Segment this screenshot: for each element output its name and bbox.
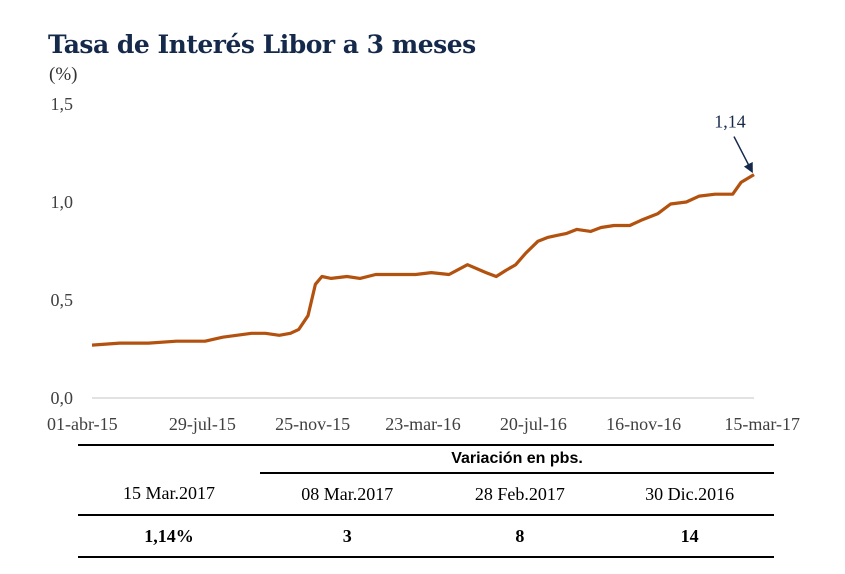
value-var-1: 3 <box>260 515 435 558</box>
y-tick-label: 0,0 <box>51 388 74 408</box>
x-tick-label: 23-mar-16 <box>385 414 461 434</box>
value-current-rate: 1,14% <box>78 515 260 558</box>
series-line <box>91 173 755 347</box>
x-tick-label: 01-abr-15 <box>47 414 118 434</box>
table-top-rule <box>78 444 774 446</box>
annotation-label: 1,14 <box>714 112 746 132</box>
y-tick-label: 1,0 <box>51 192 74 212</box>
annotation-arrow <box>733 136 753 174</box>
x-tick-label: 25-nov-15 <box>275 414 350 434</box>
line-chart: 0,0 0,5 1,0 1,5 01-abr-15 29-jul-15 25-nov-15… <box>47 94 800 434</box>
col-date-current: 15 Mar.2017 <box>78 473 260 516</box>
x-tick-label: 20-jul-16 <box>500 414 567 434</box>
y-tick-label: 1,5 <box>51 94 74 114</box>
col-date-1: 08 Mar.2017 <box>260 473 435 516</box>
x-tick-label: 16-nov-16 <box>606 414 681 434</box>
value-var-3: 14 <box>605 515 774 558</box>
x-tick-label: 15-mar-17 <box>724 414 800 434</box>
col-date-2: 28 Feb.2017 <box>434 473 606 516</box>
variation-header: Variación en pbs. <box>260 446 774 474</box>
y-axis-unit: (%) <box>49 64 78 85</box>
x-tick-label: 29-jul-15 <box>169 414 236 434</box>
chart-title: Tasa de Interés Libor a 3 meses <box>48 30 476 59</box>
value-var-2: 8 <box>434 515 606 558</box>
variation-table: Variación en pbs. 15 Mar.2017 08 Mar.201… <box>78 446 774 558</box>
col-date-3: 30 Dic.2016 <box>605 473 774 516</box>
y-tick-label: 0,5 <box>51 290 74 310</box>
